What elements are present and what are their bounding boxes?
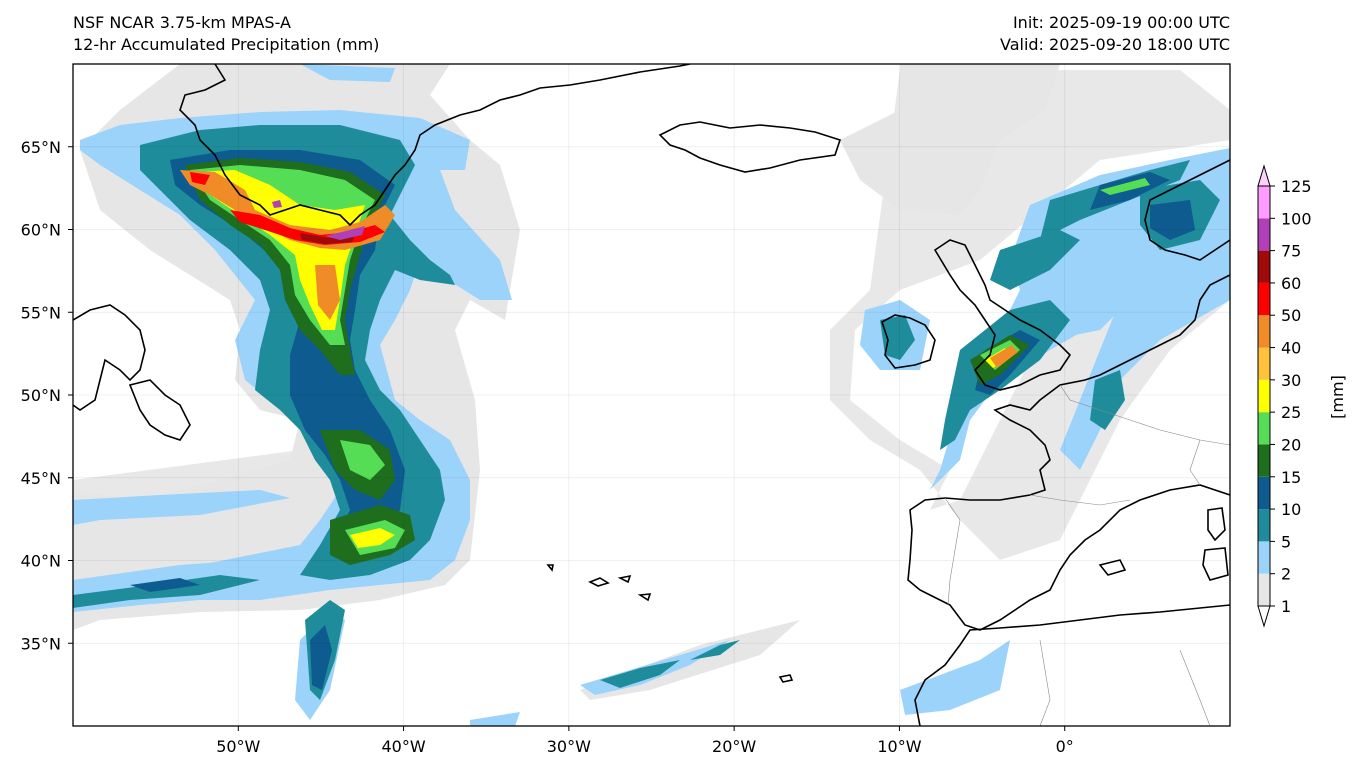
time-info-block: Init: 2025-09-19 00:00 UTC Valid: 2025-0… <box>1000 12 1230 56</box>
colorbar-extend-max <box>1257 164 1271 187</box>
europe-west-coast <box>907 274 1230 631</box>
lon-tick-label: 20°W <box>712 737 756 756</box>
valid-time: Valid: 2025-09-20 18:00 UTC <box>999 35 1230 54</box>
balearic-coast <box>1098 559 1127 576</box>
colorbar-swatch <box>1258 282 1270 316</box>
greenland-coast <box>179 64 691 227</box>
colorbar-unit-label: [mm] <box>1328 375 1347 419</box>
colorbar-level-label: 1 <box>1281 597 1291 616</box>
colorbar-swatch <box>1258 315 1270 348</box>
colorbar-swatch <box>1258 573 1270 606</box>
lon-tick-label: 30°W <box>547 737 591 756</box>
colorbar-level-label: 100 <box>1281 209 1312 228</box>
ireland-coast <box>881 314 936 369</box>
colorbar-swatch <box>1258 444 1270 477</box>
corsica-coast <box>1207 507 1226 542</box>
colorbar-extend-min <box>1257 605 1271 628</box>
longitude-axis: 50°W 40°W 30°W 20°W 10°W 0° <box>216 726 1074 756</box>
gridlines <box>73 64 1230 726</box>
lat-tick-label: 65°N <box>21 138 61 157</box>
lon-tick-label: 50°W <box>216 737 260 756</box>
colorbar-level-label: 125 <box>1281 177 1312 196</box>
madeira-island <box>778 674 794 683</box>
colorbar-level-label: 15 <box>1281 468 1301 487</box>
colorbar-level-label: 50 <box>1281 306 1301 325</box>
colorbar-swatch <box>1258 347 1270 380</box>
colorbar-level-label: 30 <box>1281 371 1301 390</box>
field-name: 12-hr Accumulated Precipitation (mm) <box>73 35 380 54</box>
colorbar-level-label: 10 <box>1281 500 1301 519</box>
colorbar-level-label: 40 <box>1281 339 1301 358</box>
precip-60mm-layer <box>300 233 355 244</box>
lon-tick-label: 40°W <box>381 737 425 756</box>
init-time: Init: 2025-09-19 00:00 UTC <box>1012 13 1230 32</box>
colorbar-level-label: 5 <box>1281 532 1291 551</box>
lat-tick-label: 45°N <box>21 469 61 488</box>
britain-coast <box>933 239 1072 391</box>
azores-islands <box>546 564 652 602</box>
lon-tick-label: 10°W <box>877 737 921 756</box>
map-title-block: NSF NCAR 3.75-km MPAS-A 12-hr Accumulate… <box>73 12 379 56</box>
precip-30mm-layer <box>180 170 1018 368</box>
colorbar-level-label: 75 <box>1281 242 1301 261</box>
colorbar-swatch <box>1258 250 1270 283</box>
sardinia-coast <box>1202 547 1229 581</box>
colorbar-level-label: 2 <box>1281 565 1291 584</box>
latitude-axis: 65°N 60°N 55°N 50°N 45°N 40°N 35°N <box>21 138 73 653</box>
lon-tick-label: 0° <box>1056 737 1074 756</box>
colorbar-swatch <box>1258 476 1270 510</box>
colorbar-level-label: 60 <box>1281 274 1301 293</box>
newfoundland-coast <box>128 379 191 441</box>
norway-coast <box>1144 159 1230 261</box>
colorbar-swatch <box>1258 412 1270 445</box>
colorbar-level-label: 25 <box>1281 403 1301 422</box>
lat-tick-label: 40°N <box>21 552 61 571</box>
lat-tick-label: 35°N <box>21 634 61 653</box>
colorbar-level-label: 20 <box>1281 435 1301 454</box>
colorbar-swatch <box>1258 186 1270 219</box>
precip-75mm-layer <box>272 200 365 240</box>
colorbar-swatch <box>1258 218 1270 251</box>
map-content <box>73 64 1230 726</box>
colorbar-swatch <box>1258 509 1270 542</box>
country-borders <box>944 384 1230 726</box>
africa-coast <box>914 604 1230 726</box>
coastlines <box>73 64 1230 726</box>
labrador-coast <box>73 304 146 411</box>
colorbar-frame <box>1257 185 1271 607</box>
iceland-coast <box>658 121 842 173</box>
model-name: NSF NCAR 3.75-km MPAS-A <box>73 13 291 32</box>
lat-tick-label: 60°N <box>21 221 61 240</box>
colorbar-swatch <box>1258 541 1270 574</box>
lat-tick-label: 50°N <box>21 386 61 405</box>
colorbar-swatch <box>1258 379 1270 413</box>
lat-tick-label: 55°N <box>21 303 61 322</box>
